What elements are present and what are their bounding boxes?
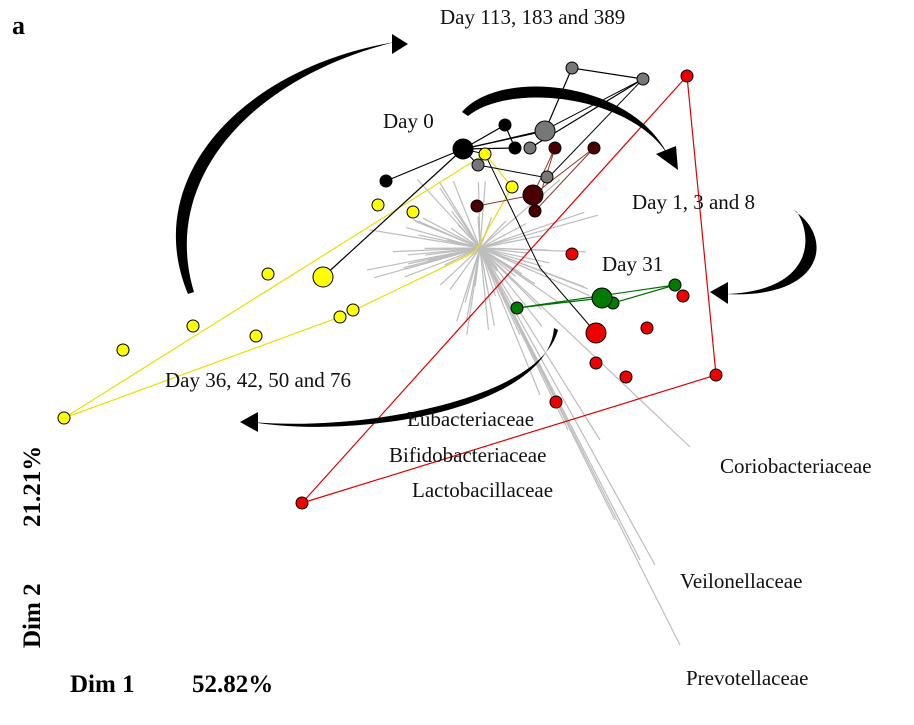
- point: [187, 320, 199, 332]
- centroid: [523, 185, 543, 205]
- y-axis-percent: 21.21%: [19, 446, 46, 527]
- hull-red: [302, 76, 716, 503]
- point: [524, 142, 536, 154]
- point: [296, 497, 308, 509]
- points-green: [511, 279, 681, 314]
- point: [334, 311, 346, 323]
- point: [566, 248, 578, 260]
- arrow: [462, 86, 668, 155]
- loading-line: [480, 212, 584, 248]
- arrow: [176, 42, 395, 294]
- point: [511, 302, 523, 314]
- centroid: [453, 139, 473, 159]
- loading-line: [480, 215, 598, 248]
- point: [380, 175, 392, 187]
- point: [669, 279, 681, 291]
- taxon-label: Veilonellaceae: [680, 569, 802, 593]
- group-label: Day 36, 42, 50 and 76: [165, 368, 351, 392]
- x-axis-percent: 52.82%: [192, 671, 273, 698]
- point: [347, 304, 359, 316]
- group-label: Day 0: [383, 109, 434, 133]
- arrow: [724, 210, 817, 294]
- point: [509, 142, 521, 154]
- point: [499, 119, 511, 131]
- point: [710, 369, 722, 381]
- point: [566, 62, 578, 74]
- taxon-label: Bifidobacteriaceae: [389, 443, 546, 467]
- panel-label: a: [12, 11, 25, 40]
- point: [677, 290, 689, 302]
- y-axis-name: Dim 2: [19, 583, 46, 648]
- loading-line: [367, 248, 480, 270]
- point: [372, 199, 384, 211]
- group-label: Day 31: [602, 252, 663, 276]
- arrow-head: [240, 412, 258, 432]
- centroid: [313, 267, 333, 287]
- group-label: Day 1, 3 and 8: [632, 190, 755, 214]
- point: [506, 181, 518, 193]
- centroid: [535, 121, 555, 141]
- taxon-label: Coriobacteriaceae: [720, 454, 872, 478]
- point: [407, 206, 419, 218]
- arrow-head: [656, 146, 678, 170]
- point: [590, 357, 602, 369]
- arrow-head: [710, 282, 728, 304]
- point: [262, 268, 274, 280]
- point: [620, 371, 632, 383]
- x-axis-name: Dim 1: [70, 671, 135, 698]
- taxon-label: Lactobacillaceae: [412, 478, 553, 502]
- point: [681, 70, 693, 82]
- point: [588, 142, 600, 154]
- point: [117, 344, 129, 356]
- group-label: Day 113, 183 and 389: [440, 5, 625, 29]
- loading-line: [480, 224, 526, 248]
- taxon-label: Eubacteriaceae: [407, 407, 534, 431]
- point: [250, 330, 262, 342]
- centroid: [586, 323, 606, 343]
- point: [541, 171, 553, 183]
- loading-line: [478, 182, 480, 248]
- point: [637, 73, 649, 85]
- loading-line: [417, 179, 480, 248]
- point: [58, 412, 70, 424]
- point: [479, 148, 491, 160]
- taxon-label: Prevotellaceae: [686, 666, 808, 690]
- arrow-head: [392, 34, 408, 54]
- point: [471, 200, 483, 212]
- point: [529, 205, 541, 217]
- loading-line: [480, 180, 560, 248]
- centroid: [592, 288, 612, 308]
- point: [641, 322, 653, 334]
- point: [549, 142, 561, 154]
- point: [550, 396, 562, 408]
- group-hulls: [64, 68, 716, 503]
- point: [472, 159, 484, 171]
